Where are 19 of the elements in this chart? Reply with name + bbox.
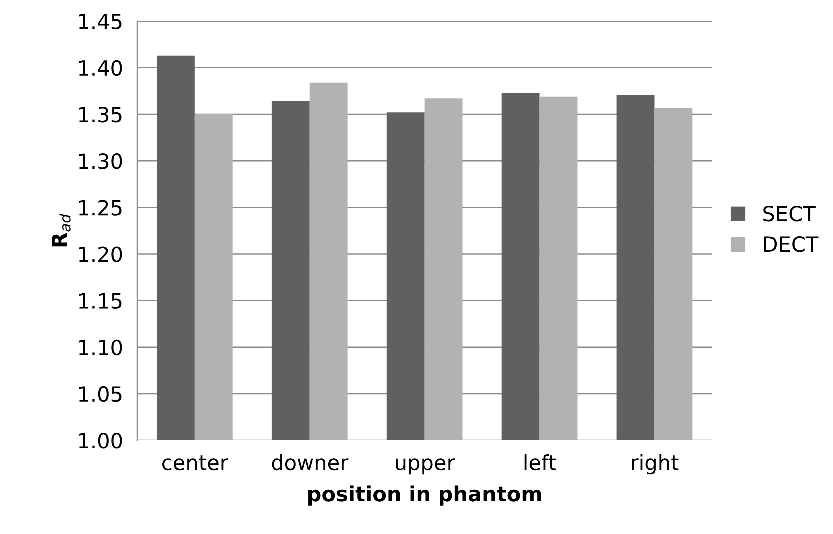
- y-tick-label: 1.05: [79, 386, 122, 402]
- y-tick-label: 1.25: [79, 200, 122, 216]
- y-tick-label: 1.45: [79, 14, 122, 30]
- y-tick-label: 1.40: [79, 60, 122, 76]
- legend-label: DECT: [764, 236, 819, 252]
- y-tick-label: 1.30: [79, 154, 122, 170]
- x-tick-label: upper: [396, 458, 456, 475]
- x-tick-label: left: [524, 454, 556, 471]
- y-tick-label: 1.00: [79, 433, 122, 449]
- y-tick-label: 1.10: [79, 340, 122, 356]
- x-tick-label: center: [162, 456, 228, 471]
- y-tick-label: 1.20: [79, 246, 122, 262]
- legend-label: SECT: [764, 206, 816, 222]
- x-tick-label: downer: [272, 454, 349, 471]
- y-axis-title: R$_{ad}$: [52, 214, 71, 247]
- y-tick-label: 1.15: [79, 294, 122, 310]
- x-axis-title: position in phantom: [308, 486, 542, 506]
- x-tick-label: right: [632, 454, 679, 475]
- y-tick-label: 1.35: [79, 106, 122, 123]
